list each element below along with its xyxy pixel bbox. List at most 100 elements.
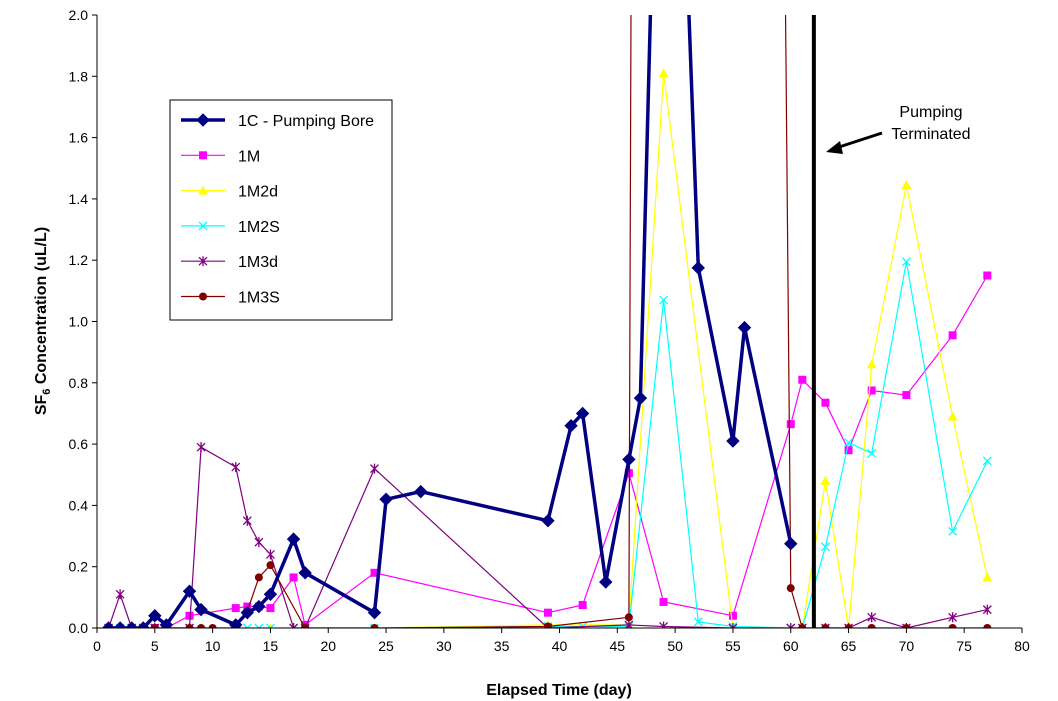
data-point-1m3s [543,622,552,628]
data-point-1m3s [821,624,830,628]
data-point-1m [266,604,275,613]
legend-swatch-marker [196,113,210,127]
data-point-1m2d [982,572,993,582]
legend-label: 1M2S [238,219,280,236]
data-point-1m3s [867,624,876,628]
data-point-1m [231,604,240,613]
legend-box [169,99,393,321]
data-point-1m2s [265,623,275,628]
data-point-1c-pumping-bore [252,599,266,614]
y-tick-label: 0.0 [69,620,89,636]
legend-label: 1M3d [238,254,278,271]
x-tick-label: 55 [725,638,741,654]
legend-swatch-marker [198,256,208,267]
legend-swatch-marker [199,292,207,301]
data-point-1m [902,391,911,400]
data-point-1c-pumping-bore [414,484,428,499]
data-point-1m2s [867,448,877,458]
y-tick-label: 0.6 [69,436,89,452]
x-tick-label: 70 [899,638,915,654]
data-point-1c-pumping-bore [622,452,636,467]
data-point-1m3s [370,624,379,628]
data-point-1c-pumping-bore [541,514,555,528]
legend-item-1m2d: 1M2d [181,184,278,201]
data-point-1c-pumping-bore [182,584,197,598]
data-point-1c-pumping-bore [726,434,740,448]
data-point-1m3d [786,623,796,628]
data-point-1m [844,446,853,455]
data-point-1m3d [289,623,299,628]
x-tick-label: 0 [93,638,101,654]
data-point-1m2s [901,257,911,267]
x-tick-label: 25 [378,638,394,654]
data-point-1c-pumping-bore [136,621,150,628]
y-tick-label: 0.4 [69,497,89,513]
data-point-1m3s [624,613,633,622]
y-tick-label: 2.0 [69,7,89,23]
data-point-1m [798,375,807,384]
data-point-1m [867,386,876,395]
data-point-1m3d [242,515,252,526]
annotation-arrow-shaft [835,131,883,150]
data-point-1m [948,331,957,340]
legend-label: 1M2d [238,184,278,201]
x-tick-label: 50 [667,638,683,654]
y-tick-label: 1.8 [69,68,89,84]
data-point-1m3s [197,624,206,628]
data-point-1m2s [820,542,830,552]
data-point-1c-pumping-bore [367,605,382,620]
data-point-1m2s [659,295,669,305]
data-point-1m3s [150,624,159,628]
y-tick-label: 0.8 [69,375,89,391]
data-point-1m2d [658,68,669,78]
data-point-1m2s [242,623,252,628]
data-point-1m3d [265,549,275,560]
data-point-1m [370,568,379,577]
annotation-text: Pumping [899,104,962,121]
data-point-1m3s [208,624,217,628]
x-tick-label: 75 [956,638,972,654]
data-point-1c-pumping-bore [298,566,312,580]
data-point-1m3d [728,623,738,628]
data-point-1c-pumping-bore [101,621,116,628]
data-point-1m [578,601,587,610]
legend-item-1m: 1M [181,148,260,165]
data-point-1m3d [659,621,669,628]
data-point-1m2d [820,475,831,485]
series-layer [101,15,993,628]
y-tick-label: 1.0 [69,314,89,330]
y-axis-title-subscript: 6 [41,389,53,395]
x-tick-label: 40 [552,638,568,654]
legend-item-1c-pumping-bore: 1C - Pumping Bore [181,113,374,130]
data-point-1m3s [254,573,263,582]
data-point-1m3d [196,442,206,453]
data-point-1m2s [844,438,854,448]
data-point-1m2s [693,617,703,627]
data-point-1c-pumping-bore [784,537,798,551]
data-point-1c-pumping-bore [263,587,278,601]
x-tick-label: 45 [610,638,626,654]
x-tick-label: 60 [783,638,799,654]
data-point-1m3s [786,584,795,593]
data-point-1m3s [185,624,194,628]
y-tick-label: 1.6 [69,130,89,146]
x-tick-label: 65 [841,638,857,654]
y-tick-label: 0.2 [69,559,89,575]
x-ticks: 0 5 10 15 20 25 30 35 40 45 50 55 60 65 70 75 80 [93,628,1030,654]
legend-item-1m3d: 1M3d [181,254,278,271]
legend-swatch-marker [199,151,207,160]
legend-swatch-marker [198,185,208,195]
data-point-1c-pumping-bore [737,320,752,335]
data-point-1m3s [301,624,310,628]
data-point-1c-pumping-bore [379,492,393,506]
x-tick-label: 15 [263,638,279,654]
legend-label: 1M3S [238,290,280,307]
x-tick-label: 5 [151,638,159,654]
data-point-1m2s [948,526,958,536]
legend: 1C - Pumping Bore 1M 1M2d 1M2S 1M3d 1M3S [169,99,393,321]
data-point-1m3s [844,624,853,628]
data-point-1m2d [947,411,958,421]
data-point-1m3d [867,612,877,623]
data-point-1c-pumping-bore [229,618,243,628]
